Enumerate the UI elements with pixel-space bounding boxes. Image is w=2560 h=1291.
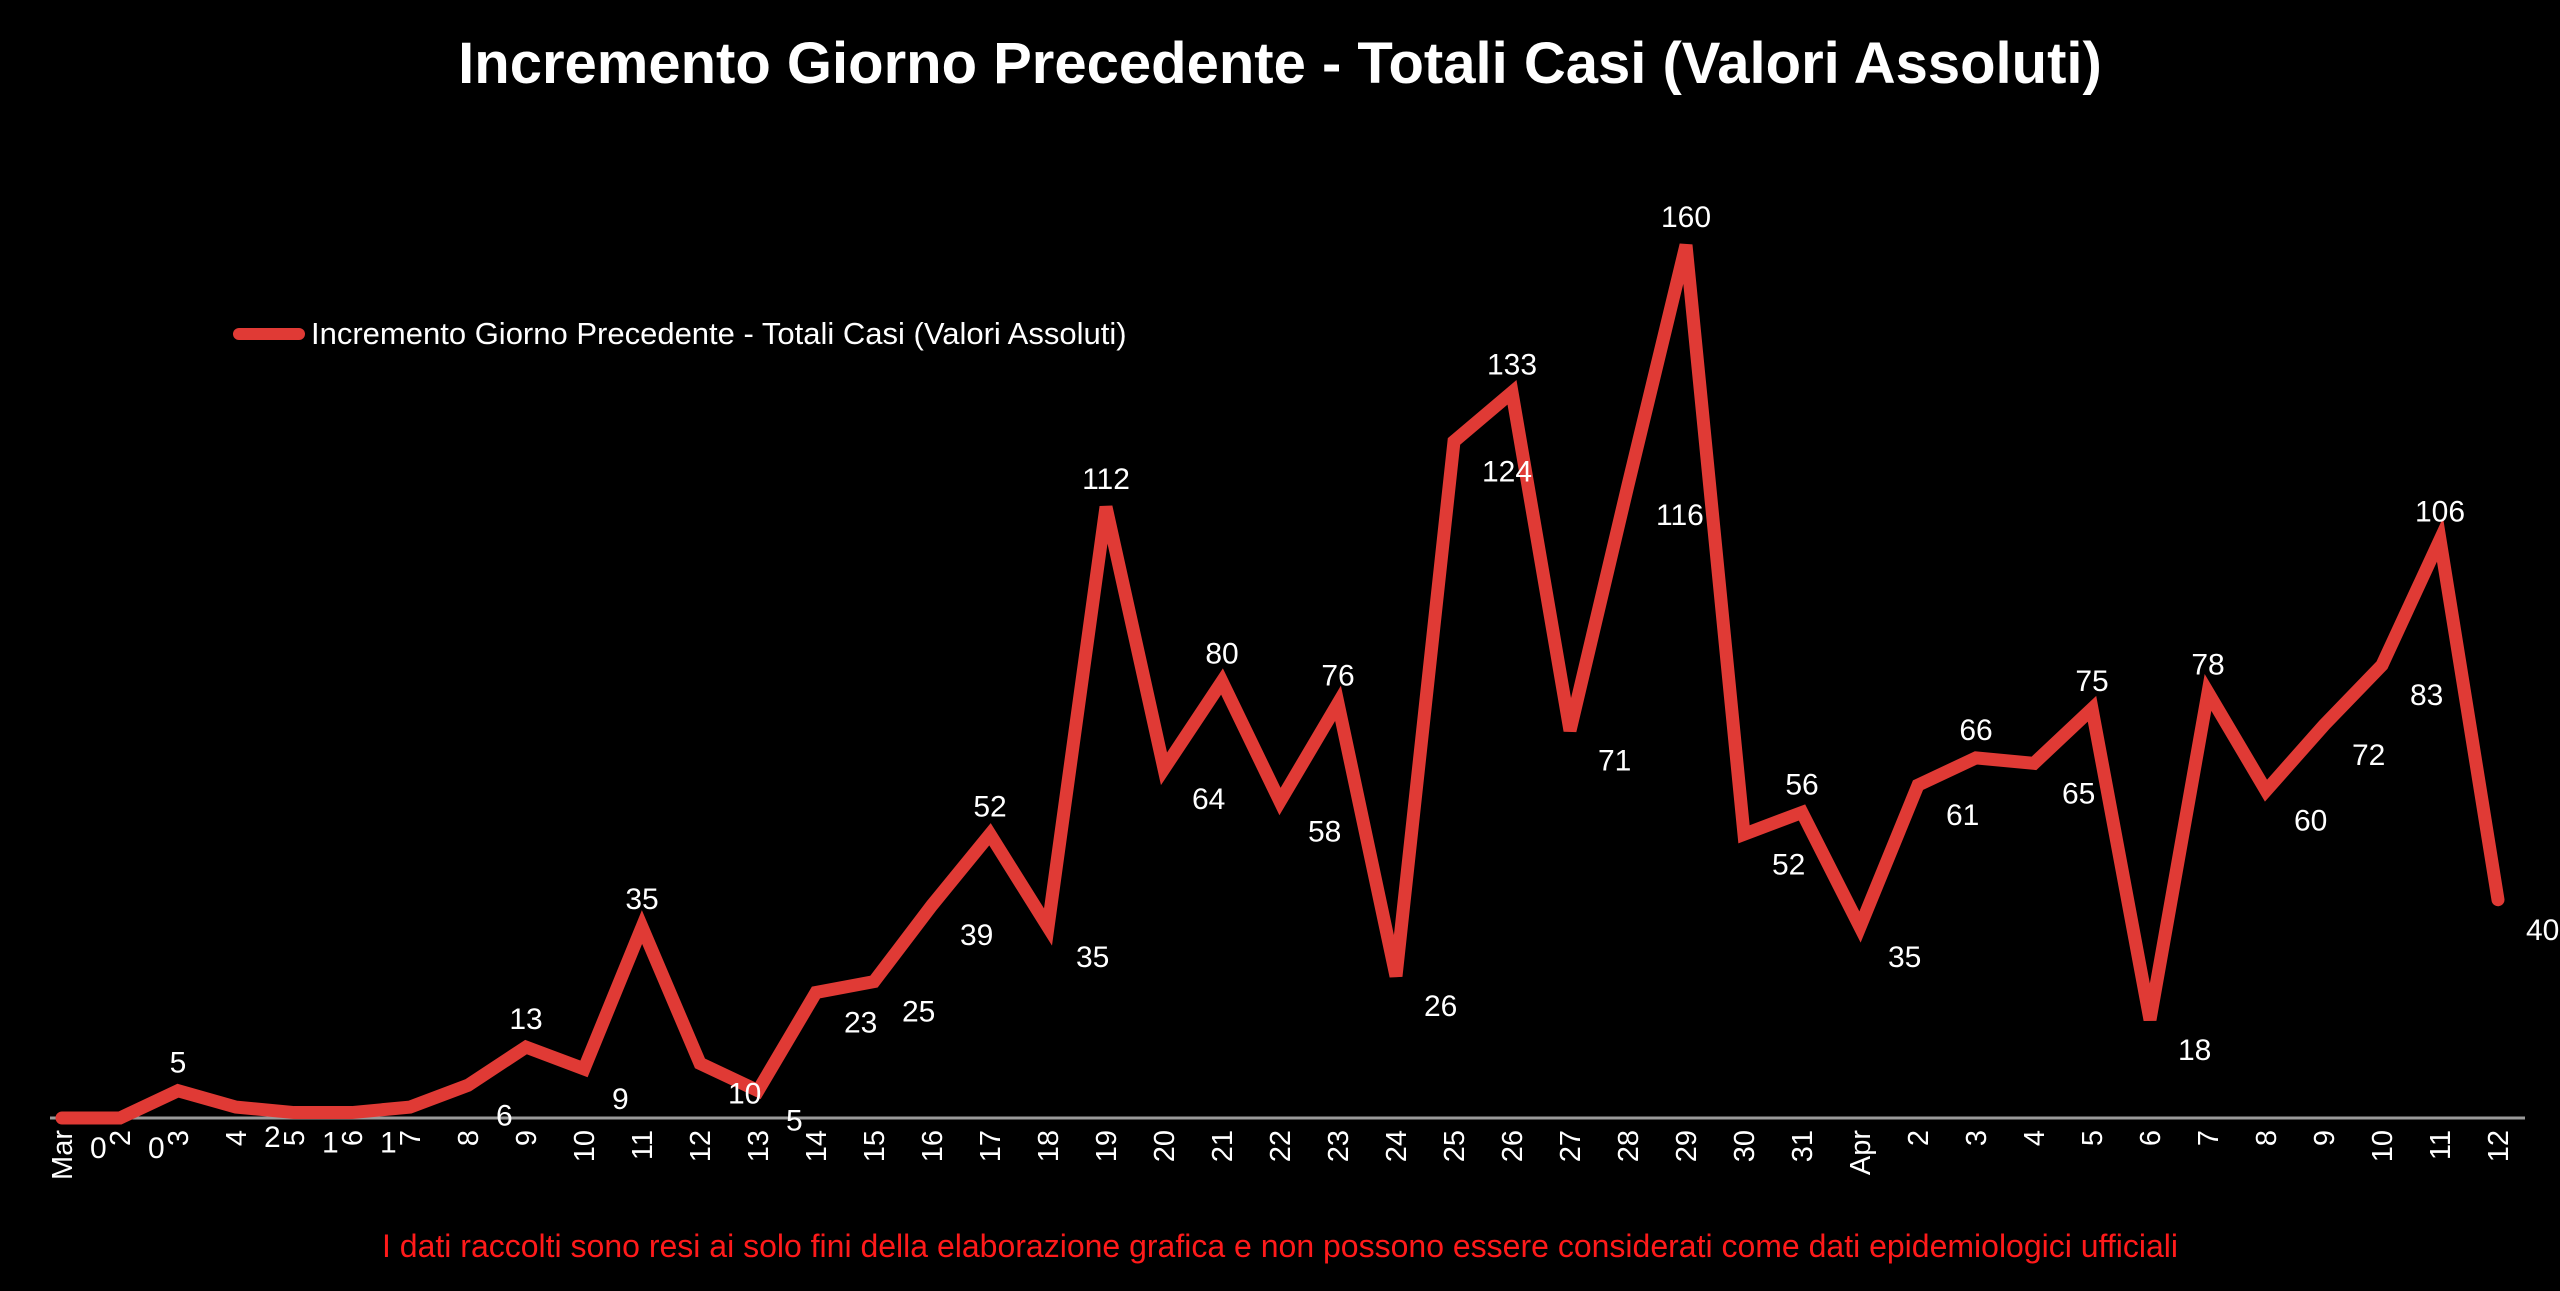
- data-label: 75: [2075, 665, 2108, 698]
- series-line: [55, 243, 2505, 1125]
- data-label: 10: [728, 1077, 761, 1110]
- x-tick-label: 8: [453, 1130, 485, 1146]
- data-label: 39: [960, 919, 993, 952]
- data-label: 13: [509, 1003, 542, 1036]
- data-label: 35: [1888, 941, 1921, 974]
- data-label: 23: [844, 1007, 877, 1040]
- x-tick-label: 19: [1091, 1130, 1123, 1162]
- x-tick-label: 26: [1497, 1130, 1529, 1162]
- data-label: 72: [2352, 739, 2385, 772]
- data-label: 18: [2178, 1034, 2211, 1067]
- footnote: I dati raccolti sono resi ai solo fini d…: [382, 1228, 2178, 1264]
- x-tick-label: 29: [1671, 1130, 1703, 1162]
- x-tick-label: 15: [859, 1130, 891, 1162]
- data-label: 52: [973, 790, 1006, 823]
- data-label: 58: [1308, 816, 1341, 849]
- x-tick-label: 9: [2309, 1130, 2341, 1146]
- data-label: 64: [1192, 783, 1225, 816]
- data-label: 60: [2294, 805, 2327, 838]
- data-label: 78: [2191, 648, 2224, 681]
- x-tick-label: 6: [337, 1130, 369, 1146]
- x-tick-label: 2: [1903, 1130, 1935, 1146]
- x-tick-label: 14: [801, 1130, 833, 1162]
- data-label: 9: [612, 1083, 629, 1116]
- legend: Incremento Giorno Precedente - Totali Ca…: [233, 316, 1127, 352]
- x-tick-label: 5: [2077, 1130, 2109, 1146]
- data-label: 65: [2062, 777, 2095, 810]
- x-tick-label: 12: [685, 1130, 717, 1162]
- x-tick-label: Apr: [1845, 1130, 1877, 1175]
- data-label: 133: [1487, 348, 1537, 381]
- data-label: 80: [1205, 638, 1238, 671]
- x-tick-label: 8: [2251, 1130, 2283, 1146]
- data-label: 160: [1661, 201, 1711, 234]
- x-tick-label: 11: [2425, 1130, 2457, 1160]
- data-label: 1: [322, 1127, 339, 1160]
- data-label: 112: [1082, 463, 1130, 496]
- legend-label: Incremento Giorno Precedente - Totali Ca…: [311, 316, 1127, 351]
- x-tick-label: 10: [2367, 1130, 2399, 1162]
- data-label: 35: [625, 883, 658, 916]
- x-tick-label: 30: [1729, 1130, 1761, 1162]
- data-label: 6: [496, 1099, 513, 1132]
- data-label: 71: [1598, 745, 1631, 778]
- data-label: 0: [148, 1132, 165, 1165]
- data-label: 106: [2415, 496, 2465, 529]
- chart-title: Incremento Giorno Precedente - Totali Ca…: [458, 31, 2102, 96]
- x-tick-label: 12: [2483, 1130, 2515, 1162]
- x-tick-label: 23: [1323, 1130, 1355, 1162]
- x-tick-label: 2: [105, 1130, 137, 1146]
- data-label: 1: [380, 1127, 397, 1160]
- x-tick-label: 7: [2193, 1130, 2225, 1146]
- x-tick-label: 5: [279, 1130, 311, 1146]
- data-label: 61: [1946, 799, 1979, 832]
- data-label: 0: [90, 1132, 107, 1165]
- data-label: 76: [1321, 659, 1354, 692]
- x-tick-label: 25: [1439, 1130, 1471, 1162]
- x-tick-label: 4: [2019, 1130, 2051, 1146]
- x-tick-label: 13: [743, 1130, 775, 1162]
- x-tick-label: 20: [1149, 1130, 1181, 1162]
- x-tick-label: 3: [163, 1130, 195, 1146]
- legend-swatch: [233, 328, 305, 340]
- data-label: 83: [2410, 679, 2443, 712]
- data-label: 5: [170, 1047, 187, 1080]
- x-tick-label: 11: [627, 1130, 659, 1160]
- x-tick-label: 16: [917, 1130, 949, 1162]
- data-label: 66: [1959, 714, 1992, 747]
- data-label: 26: [1424, 990, 1457, 1023]
- x-tick-label: 9: [511, 1130, 543, 1146]
- data-label: 25: [902, 996, 935, 1029]
- x-tick-label: 21: [1207, 1130, 1239, 1162]
- data-label: 35: [1076, 941, 1109, 974]
- data-label: 116: [1656, 499, 1704, 532]
- data-label: 2: [264, 1121, 281, 1154]
- x-tick-label: 22: [1265, 1130, 1297, 1162]
- x-tick-label: 27: [1555, 1130, 1587, 1162]
- x-tick-label: 28: [1613, 1130, 1645, 1162]
- x-tick-label: 31: [1787, 1130, 1819, 1162]
- data-label: 40: [2526, 914, 2559, 947]
- data-label: 52: [1772, 848, 1805, 881]
- x-tick-label: Mar: [47, 1130, 79, 1180]
- x-tick-label: 7: [395, 1130, 427, 1146]
- x-tick-label: 4: [221, 1130, 253, 1146]
- x-tick-label: 3: [1961, 1130, 1993, 1146]
- x-tick-label: 6: [2135, 1130, 2167, 1146]
- data-label: 5: [786, 1105, 803, 1138]
- data-label: 124: [1482, 455, 1532, 488]
- x-tick-label: 24: [1381, 1130, 1413, 1162]
- data-label: 56: [1785, 768, 1818, 801]
- x-tick-label: 17: [975, 1130, 1007, 1162]
- x-tick-label: 10: [569, 1130, 601, 1162]
- x-tick-label: 18: [1033, 1130, 1065, 1162]
